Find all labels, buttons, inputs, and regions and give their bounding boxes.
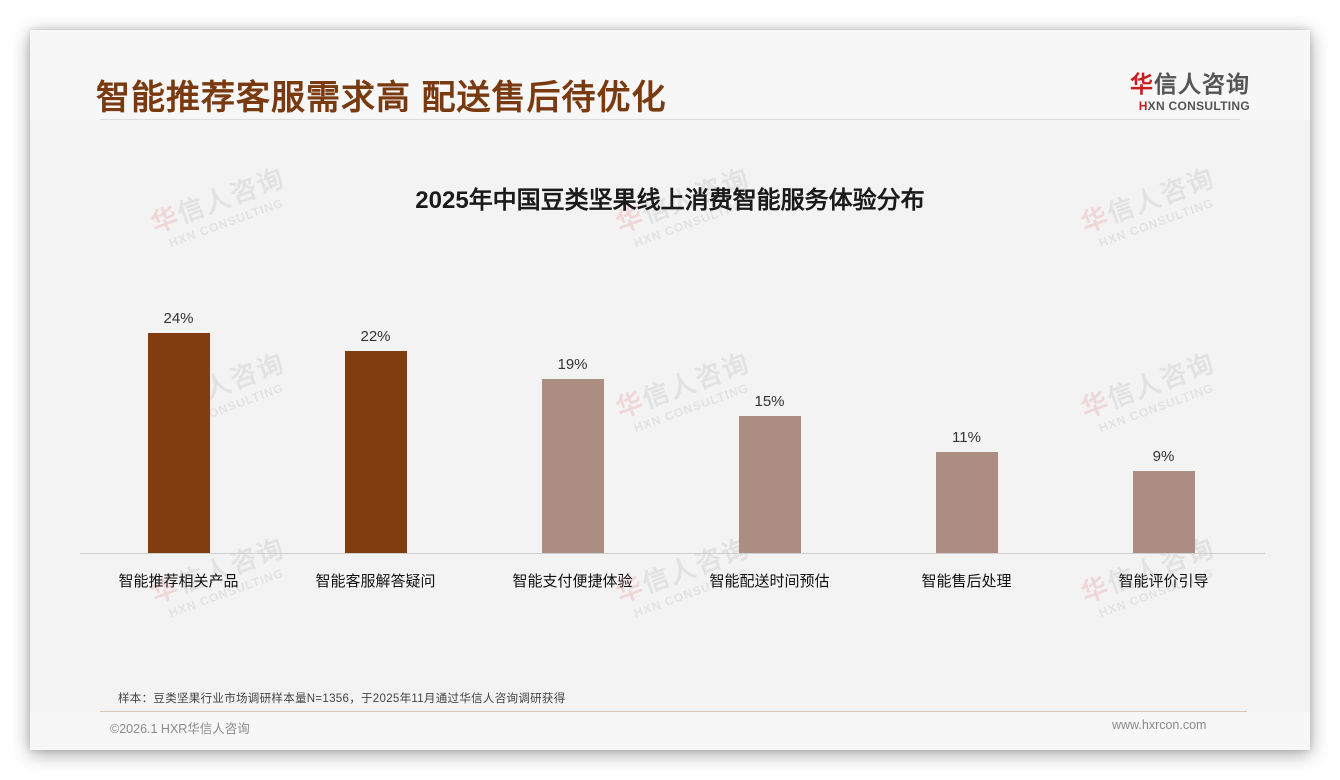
copyright: ©2026.1 HXR华信人咨询 (110, 722, 250, 736)
title-divider (100, 119, 1240, 120)
bar-value-label: 9% (1152, 448, 1175, 465)
x-axis-category-label: 智能推荐相关产品 (118, 573, 239, 590)
bar[interactable] (542, 379, 604, 553)
bar-group: 22% (277, 269, 474, 553)
bar-group: 15% (671, 269, 868, 553)
bar[interactable] (936, 452, 998, 553)
bar[interactable] (345, 351, 407, 553)
sample-note: 样本：豆类坚果行业市场调研样本量N=1356，于2025年11月通过华信人咨询调… (118, 693, 566, 705)
x-axis-category-label: 智能评价引导 (1118, 573, 1209, 590)
bar-value-label: 22% (360, 328, 391, 345)
logo-en: HXN CONSULTING (1110, 99, 1250, 113)
brand-logo: 华信人咨询 HXN CONSULTING (1110, 65, 1250, 113)
bar-group: 24% (80, 269, 277, 553)
header-band (30, 30, 1310, 120)
x-axis-line (80, 553, 1265, 554)
bar[interactable] (739, 416, 801, 553)
footer-divider (100, 711, 1247, 712)
bar[interactable] (148, 333, 210, 553)
bar-group: 9% (1065, 269, 1262, 553)
logo-en-text: XN CONSULTING (1147, 99, 1250, 113)
logo-cn: 华信人咨询 (1110, 65, 1250, 99)
x-axis-category-label: 智能支付便捷体验 (512, 573, 633, 590)
x-axis-category-label: 智能客服解答疑问 (315, 573, 436, 590)
slide: 智能推荐客服需求高 配送售后待优化 华信人咨询 HXN CONSULTING 华… (30, 30, 1310, 750)
bar-group: 11% (868, 269, 1065, 553)
website-link[interactable]: www.hxrcon.com (1112, 718, 1207, 732)
logo-en-red: H (1138, 99, 1148, 113)
bar-value-label: 15% (754, 393, 785, 410)
x-axis-category-label: 智能售后处理 (921, 573, 1012, 590)
bar-value-label: 24% (163, 310, 194, 327)
page-title: 智能推荐客服需求高 配送售后待优化 (96, 79, 667, 117)
bar-value-label: 19% (557, 356, 588, 373)
bar-value-label: 11% (952, 429, 981, 446)
x-axis-category-label: 智能配送时间预估 (709, 573, 830, 590)
bar-group: 19% (474, 269, 671, 553)
logo-cn-red: 华 (1130, 71, 1154, 97)
bar[interactable] (1133, 471, 1195, 553)
chart-title: 2025年中国豆类坚果线上消费智能服务体验分布 (415, 187, 925, 214)
footer-band (30, 712, 1310, 750)
bar-chart: 24% 智能推荐相关产品 22% 智能客服解答疑问 19% 智能支付便捷体验 15% 智能配送… (80, 269, 1265, 590)
logo-cn-text: 信人咨询 (1154, 71, 1250, 97)
